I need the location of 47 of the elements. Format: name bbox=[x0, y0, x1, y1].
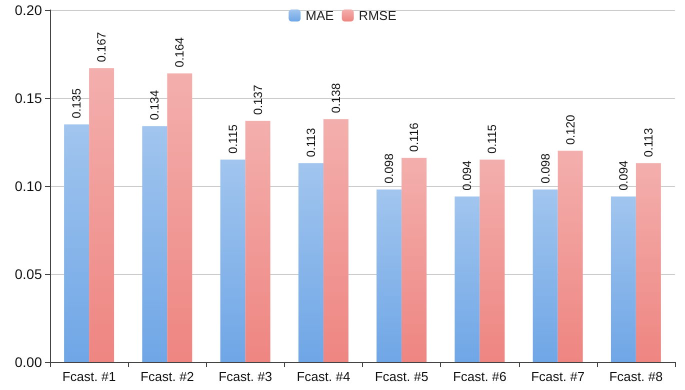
bar bbox=[480, 160, 505, 362]
bar bbox=[167, 73, 192, 362]
x-tick-label: Fcast. #7 bbox=[531, 369, 585, 384]
y-tick-label: 0.20 bbox=[14, 2, 42, 18]
bar bbox=[298, 163, 324, 362]
y-tick-label: 0.05 bbox=[14, 266, 42, 282]
bar bbox=[532, 190, 558, 362]
legend-label: RMSE bbox=[358, 8, 397, 23]
data-label: 0.164 bbox=[172, 37, 187, 68]
bar bbox=[64, 124, 90, 362]
data-label: 0.137 bbox=[250, 84, 265, 115]
y-tick-label: 0.00 bbox=[14, 354, 42, 370]
x-tick-label: Fcast. #2 bbox=[140, 369, 194, 384]
x-tick-label: Fcast. #3 bbox=[218, 369, 272, 384]
bar bbox=[402, 158, 427, 362]
bar bbox=[323, 119, 348, 362]
data-label: 0.167 bbox=[94, 32, 109, 62]
data-label: 0.115 bbox=[226, 124, 240, 154]
legend-label: MAE bbox=[306, 8, 334, 23]
data-label: 0.113 bbox=[304, 128, 318, 158]
y-tick-label: 0.10 bbox=[14, 178, 42, 194]
x-tick-label: Fcast. #8 bbox=[609, 369, 663, 384]
data-label: 0.113 bbox=[641, 128, 656, 158]
bar bbox=[376, 190, 402, 362]
x-tick-label: Fcast. #1 bbox=[62, 369, 116, 384]
data-label: 0.138 bbox=[328, 82, 343, 114]
bar bbox=[245, 120, 270, 362]
data-label: 0.098 bbox=[382, 153, 396, 184]
x-tick-label: Fcast. #6 bbox=[452, 369, 506, 384]
data-label: 0.094 bbox=[460, 160, 474, 191]
x-tick-label: Fcast. #4 bbox=[296, 369, 350, 384]
data-label: 0.098 bbox=[538, 153, 552, 184]
bar bbox=[89, 68, 114, 362]
bar bbox=[558, 150, 583, 362]
bar bbox=[454, 196, 480, 362]
y-tick-label: 0.15 bbox=[14, 90, 42, 106]
data-label: 0.115 bbox=[485, 124, 500, 154]
x-tick-label: Fcast. #5 bbox=[374, 369, 428, 384]
data-label: 0.094 bbox=[616, 160, 630, 191]
data-label: 0.116 bbox=[407, 122, 422, 152]
data-label: 0.134 bbox=[148, 90, 162, 120]
data-label: 0.135 bbox=[70, 88, 84, 118]
data-label: 0.120 bbox=[563, 114, 578, 145]
bar bbox=[142, 126, 168, 362]
bar bbox=[636, 163, 661, 362]
bar bbox=[220, 160, 246, 362]
bar bbox=[610, 196, 636, 362]
